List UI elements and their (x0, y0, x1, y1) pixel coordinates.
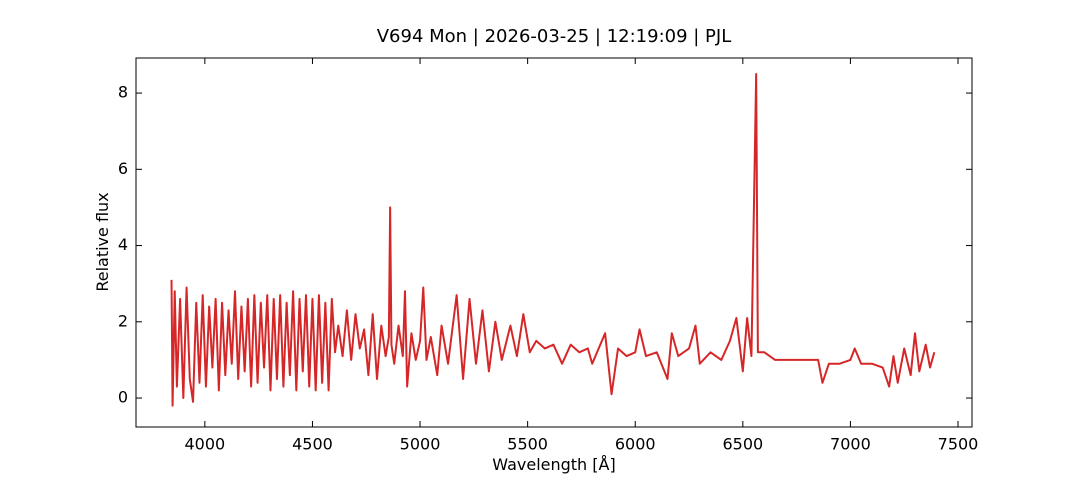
x-tick-label: 5500 (507, 435, 548, 454)
y-tick-label: 8 (118, 83, 128, 102)
y-tick-label: 6 (118, 159, 128, 178)
chart-title: V694 Mon | 2026-03-25 | 12:19:09 | PJL (377, 26, 732, 47)
x-axis-label: Wavelength [Å] (492, 455, 615, 474)
plot-frame (135, 57, 973, 428)
x-tick-label: 4500 (292, 435, 333, 454)
x-tick-label: 6500 (722, 435, 763, 454)
x-tick-label: 7000 (830, 435, 871, 454)
y-tick-label: 0 (118, 388, 128, 407)
spectrum-line (170, 73, 936, 407)
y-tick-label: 2 (118, 311, 128, 330)
x-tick-label: 6000 (615, 435, 656, 454)
y-axis-label: Relative flux (93, 192, 112, 291)
x-tick-label: 5000 (400, 435, 441, 454)
x-tick-label: 7500 (938, 435, 979, 454)
y-tick-label: 4 (118, 235, 128, 254)
x-tick-label: 4000 (185, 435, 226, 454)
